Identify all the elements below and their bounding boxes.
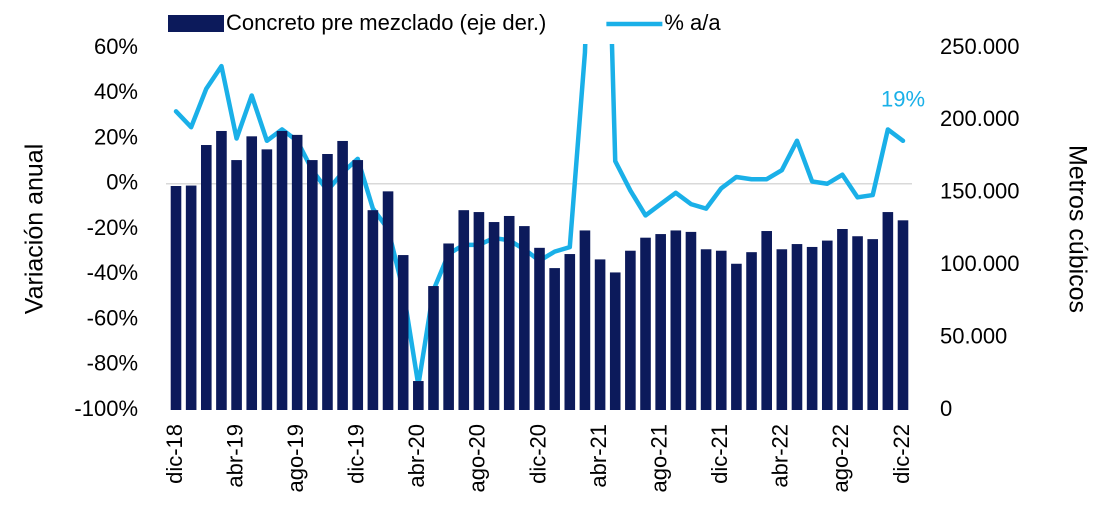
x-tick-label: dic-19 bbox=[344, 424, 369, 484]
y2-tick-label: 200.000 bbox=[940, 106, 1020, 131]
bar bbox=[594, 259, 606, 410]
bar bbox=[609, 272, 621, 410]
bar bbox=[231, 160, 242, 410]
bar bbox=[897, 220, 909, 410]
data-label: 19% bbox=[881, 87, 925, 112]
x-tick-label: ago-22 bbox=[828, 424, 853, 493]
bar bbox=[776, 249, 788, 410]
bar bbox=[337, 140, 348, 410]
bar bbox=[276, 130, 288, 410]
bar bbox=[473, 212, 485, 410]
bar bbox=[428, 286, 439, 410]
y-tick-label: -20% bbox=[87, 215, 138, 240]
y-axis-label: Variación anual bbox=[21, 144, 49, 314]
bar bbox=[261, 149, 273, 411]
x-tick-label: dic-22 bbox=[889, 424, 914, 484]
legend-swatch bbox=[168, 15, 224, 32]
y2-axis-label: Metros cúbicos bbox=[1063, 145, 1091, 313]
bar bbox=[352, 160, 364, 410]
y2-tick-label: 50.000 bbox=[940, 323, 1007, 348]
bar bbox=[655, 234, 666, 410]
bar bbox=[761, 231, 772, 410]
y2-tick-label: 250.000 bbox=[940, 34, 1020, 59]
y-tick-label: -60% bbox=[87, 305, 138, 330]
bar bbox=[852, 236, 863, 410]
bar bbox=[549, 268, 560, 410]
bar bbox=[837, 229, 848, 410]
y-tick-label: -40% bbox=[87, 260, 138, 285]
bar bbox=[715, 250, 727, 410]
x-tick-label: dic-21 bbox=[707, 424, 732, 484]
bar bbox=[200, 145, 212, 411]
bar bbox=[443, 243, 454, 410]
y-tick-label: 0% bbox=[106, 170, 138, 195]
bar bbox=[791, 244, 803, 410]
bar bbox=[625, 250, 636, 410]
x-tick-label: abr-20 bbox=[404, 424, 429, 488]
bar bbox=[291, 134, 303, 410]
bar bbox=[670, 230, 682, 410]
bar bbox=[322, 153, 333, 411]
bar bbox=[307, 160, 318, 410]
x-tick-label: ago-20 bbox=[465, 424, 490, 493]
bar bbox=[806, 246, 818, 410]
bar bbox=[246, 136, 258, 410]
bar bbox=[382, 191, 394, 410]
bar bbox=[564, 254, 576, 410]
x-tick-label: abr-21 bbox=[586, 424, 611, 488]
y-tick-label: 20% bbox=[94, 124, 138, 149]
bar bbox=[488, 222, 500, 410]
bar bbox=[397, 255, 409, 410]
bar bbox=[579, 230, 591, 410]
bar bbox=[685, 231, 697, 410]
x-tick-label: dic-18 bbox=[162, 424, 187, 484]
y2-tick-label: 0 bbox=[940, 396, 952, 421]
bar bbox=[458, 210, 470, 410]
x-tick-label: abr-22 bbox=[768, 424, 793, 488]
y-tick-label: 40% bbox=[94, 79, 138, 104]
bar bbox=[700, 249, 712, 410]
bar bbox=[503, 215, 515, 410]
y-tick-label: -100% bbox=[74, 396, 138, 421]
x-tick-label: ago-19 bbox=[283, 424, 308, 493]
bar bbox=[519, 226, 530, 410]
legend-label: % a/a bbox=[664, 10, 721, 35]
bar bbox=[216, 130, 227, 410]
bar bbox=[534, 247, 545, 410]
y2-tick-label: 150.000 bbox=[940, 179, 1020, 204]
y-tick-label: -80% bbox=[87, 351, 138, 376]
bar bbox=[746, 252, 757, 410]
bar bbox=[867, 239, 879, 410]
x-tick-label: abr-19 bbox=[222, 424, 247, 488]
bar bbox=[185, 185, 197, 410]
bar bbox=[367, 210, 379, 410]
bar bbox=[882, 212, 894, 410]
x-tick-label: ago-21 bbox=[646, 424, 671, 493]
bar bbox=[640, 237, 651, 410]
bar bbox=[731, 263, 742, 410]
bar bbox=[413, 381, 424, 410]
bar bbox=[170, 185, 182, 410]
bar bbox=[821, 240, 833, 410]
legend-label: Concreto pre mezclado (eje der.) bbox=[226, 10, 546, 35]
y2-tick-label: 100.000 bbox=[940, 251, 1020, 276]
y-tick-label: 60% bbox=[94, 34, 138, 59]
x-tick-label: dic-20 bbox=[525, 424, 550, 484]
